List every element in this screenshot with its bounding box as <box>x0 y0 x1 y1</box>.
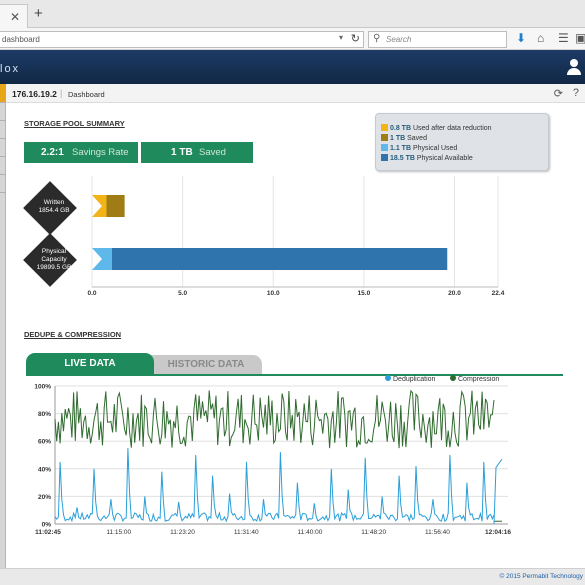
legend-swatch <box>381 154 388 161</box>
breadcrumb: 176.16.19.2 | Dashboard ⟳ ? <box>6 84 585 103</box>
dedupe-title: DEDUPE & COMPRESSION <box>24 330 122 339</box>
savings-rate-box: 2.2:1 Savings Rate <box>24 142 138 163</box>
clipboard-icon[interactable]: ▣ <box>575 31 585 45</box>
y-tick-label: 0% <box>42 522 52 529</box>
home-icon[interactable]: ⌂ <box>537 31 545 45</box>
legend-swatch <box>381 124 388 131</box>
storage-bar-chart: 0.0 5.0 10.0 15.0 20.0 22.4 <box>87 176 505 297</box>
x-tick-label: 11:31:40 <box>234 529 259 536</box>
breadcrumb-page: Dashboard <box>68 90 105 99</box>
storage-legend: 0.8 TB Used after data reduction 1 TB Sa… <box>375 113 549 171</box>
physical-value: 19899.5 GB <box>36 264 72 271</box>
bar-segment <box>111 248 448 270</box>
saved-label: Saved <box>199 147 226 158</box>
x-tick-label: 10.0 <box>267 290 280 297</box>
x-tick-label: 0.0 <box>87 290 96 297</box>
savings-rate-label: Savings Rate <box>72 147 129 158</box>
browser-nav-bar: dashboard ▾ ↻ ⚲ Search ⬇ ⌂ ☰ ▣ <box>0 28 585 50</box>
breadcrumb-ip[interactable]: 176.16.19.2 <box>12 89 57 99</box>
y-tick-label: 60% <box>38 439 51 446</box>
x-tick-label: 11:02:45 <box>35 529 61 536</box>
legend-dot-comp <box>450 375 456 381</box>
close-tab-icon[interactable]: ✕ <box>10 10 21 24</box>
compression-series-line <box>54 389 495 449</box>
search-icon: ⚲ <box>373 33 381 44</box>
legend-item-physical-available: 18.5 TB Physical Available <box>381 154 473 163</box>
legend-comp-label: Compression <box>458 376 499 383</box>
search-placeholder: Search <box>386 35 412 44</box>
x-tick-label: 12:04:16 <box>485 529 511 536</box>
written-value: 1854.4 GB <box>38 207 70 214</box>
y-tick-label: 100% <box>34 384 51 391</box>
y-tick-label: 40% <box>38 466 51 473</box>
saved-box: 1 TB Saved <box>141 142 253 163</box>
written-diamond: Written 1854.4 GB <box>23 181 77 235</box>
deduplication-tail <box>493 458 503 525</box>
data-tabs: HISTORIC DATA LIVE DATA <box>26 353 566 376</box>
dashboard-page: 176.16.19.2 | Dashboard ⟳ ? STORAGE POOL… <box>6 84 585 568</box>
y-tick-label: 20% <box>38 494 51 501</box>
chevron-down-icon[interactable]: ▾ <box>338 33 343 42</box>
x-tick-label: 20.0 <box>448 290 461 297</box>
help-icon[interactable]: ? <box>572 87 579 99</box>
rail-item[interactable] <box>0 138 6 156</box>
x-tick-label: 11:48:20 <box>361 529 386 536</box>
address-bar[interactable]: dashboard ▾ ↻ <box>0 31 364 48</box>
bookmarks-icon[interactable]: ☰ <box>558 31 569 45</box>
x-tick-label: 5.0 <box>178 290 187 297</box>
legend-dot-dedup <box>385 375 391 381</box>
search-bar[interactable]: ⚲ Search <box>368 31 507 48</box>
left-nav-rail <box>0 84 6 568</box>
legend-item-saved: 1 TB Saved <box>381 134 427 143</box>
legend-swatch <box>381 144 388 151</box>
legend-item-used-after-reduction: 0.8 TB Used after data reduction <box>381 124 492 133</box>
user-icon[interactable] <box>567 59 581 75</box>
deduplication-series-line <box>54 448 495 523</box>
x-tick-label: 15.0 <box>358 290 371 297</box>
breadcrumb-separator: | <box>60 88 63 98</box>
x-tick-label: 11:15:00 <box>106 529 131 536</box>
browser-tab[interactable]: ✕ <box>0 4 28 28</box>
physical-label-2: Capacity <box>41 256 67 263</box>
url-text: dashboard <box>2 35 40 44</box>
rail-item[interactable] <box>0 102 6 120</box>
physical-label-1: Physical <box>41 248 67 255</box>
tab-historic-data[interactable]: HISTORIC DATA <box>150 355 262 374</box>
legend-item-physical-used: 1.1 TB Physical Used <box>381 144 457 153</box>
footer: © 2015 Permabit Technology <box>0 568 585 585</box>
refresh-icon[interactable]: ⟳ <box>553 88 563 100</box>
y-tick-label: 80% <box>38 411 51 418</box>
rail-item[interactable] <box>0 192 6 210</box>
tab-live-data[interactable]: LIVE DATA <box>26 353 154 374</box>
tab-underline <box>26 374 563 376</box>
rail-item[interactable] <box>0 174 6 192</box>
written-label: Written <box>43 199 65 206</box>
savings-rate-value: 2.2:1 <box>41 147 64 158</box>
bar-segment <box>92 195 107 217</box>
app-header: lox <box>0 50 585 84</box>
bar-segment <box>92 248 112 270</box>
copyright-link[interactable]: © 2015 Permabit Technology <box>499 573 583 580</box>
bar-segment <box>106 195 125 217</box>
x-tick-label: 22.4 <box>492 290 505 297</box>
dedupe-line-chart: Deduplication Compression 0% 20% 40% 60% 80% 10… <box>34 375 511 536</box>
legend-dedup-label: Deduplication <box>393 376 436 383</box>
download-icon[interactable]: ⬇ <box>516 31 527 45</box>
reload-icon[interactable]: ↻ <box>350 33 360 45</box>
storage-pool-title: STORAGE POOL SUMMARY <box>24 119 125 128</box>
rail-active-item[interactable] <box>0 84 6 102</box>
physical-capacity-diamond: Physical Capacity 19899.5 GB <box>23 233 77 287</box>
x-tick-label: 11:56:40 <box>425 529 450 536</box>
app-logo: lox <box>0 63 21 75</box>
x-tick-label: 11:23:20 <box>170 529 195 536</box>
rail-item[interactable] <box>0 156 6 174</box>
browser-tab-bar: ✕ + <box>0 0 585 28</box>
new-tab-button[interactable]: + <box>34 5 43 22</box>
rail-item[interactable] <box>0 120 6 138</box>
legend-swatch <box>381 134 388 141</box>
saved-value: 1 TB <box>171 147 193 158</box>
x-tick-label: 11:40:00 <box>298 529 323 536</box>
